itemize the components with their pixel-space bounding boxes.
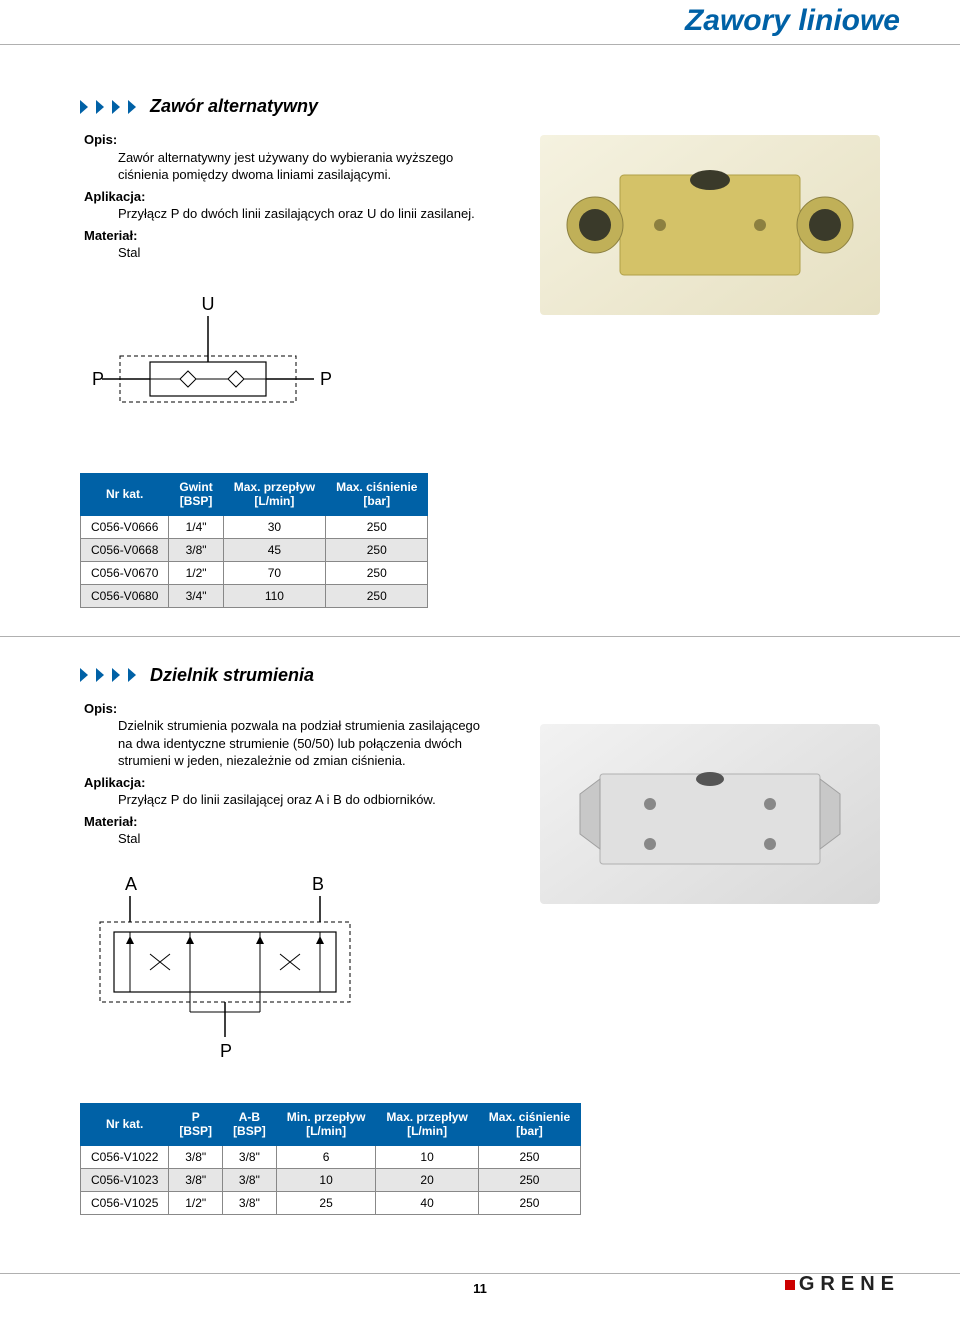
th: Max. przepływ [L/min] — [376, 1103, 478, 1145]
diagram-label-p: P — [92, 369, 104, 389]
mat-text: Stal — [118, 244, 498, 262]
chevron-icon — [80, 668, 90, 682]
chevron-icon — [80, 100, 90, 114]
mat-label: Materiał: — [84, 227, 510, 245]
app-label: Aplikacja: — [84, 188, 510, 206]
desc-label: Opis: — [84, 131, 510, 149]
chevron-icon — [96, 668, 106, 682]
chevron-icon — [96, 100, 106, 114]
section1-header: Zawór alternatywny — [80, 96, 900, 117]
th: A-B [BSP] — [223, 1103, 277, 1145]
table-row: C056-V0670 1/2" 70 250 — [81, 561, 428, 584]
table-row: C056-V0680 3/4" 110 250 — [81, 584, 428, 607]
mat-text: Stal — [118, 830, 498, 848]
brand-logo: GRENE — [785, 1273, 900, 1296]
table-row: C056-V1025 1/2" 3/8" 25 40 250 — [81, 1191, 581, 1214]
chevron-icon — [112, 100, 122, 114]
diagram-label-a: A — [125, 874, 137, 894]
app-text: Przyłącz P do linii zasilającej oraz A i… — [118, 791, 498, 809]
section2-title: Dzielnik strumienia — [150, 665, 314, 686]
logo-icon — [785, 1280, 795, 1290]
page-header: Zawory liniowe — [0, 0, 960, 56]
page-content: Zawór alternatywny Opis: Zawór alternaty… — [0, 56, 960, 1215]
diagram-shuttle-valve: U P P — [80, 292, 340, 442]
chevron-icon — [128, 100, 138, 114]
diagram-label-p: P — [320, 369, 332, 389]
desc-text: Zawór alternatywny jest używany do wybie… — [118, 149, 498, 184]
product-photo-2 — [540, 724, 880, 904]
section2-description: Opis: Dzielnik strumienia pozwala na pod… — [84, 700, 510, 848]
product-photo-1 — [540, 135, 880, 315]
section-divider — [0, 636, 960, 637]
table-row: C056-V0666 1/4" 30 250 — [81, 515, 428, 538]
chevron-icon — [128, 668, 138, 682]
section2-header: Dzielnik strumienia — [80, 665, 900, 686]
header-rule — [0, 44, 960, 45]
th: P [BSP] — [169, 1103, 223, 1145]
th: Nr kat. — [81, 473, 169, 515]
page-number: 11 — [473, 1281, 487, 1296]
th: Max. ciśnienie [bar] — [478, 1103, 580, 1145]
app-text: Przyłącz P do dwóch linii zasilających o… — [118, 205, 498, 223]
diagram-label-u: U — [202, 294, 215, 314]
th: Nr kat. — [81, 1103, 169, 1145]
desc-text: Dzielnik strumienia pozwala na podział s… — [118, 717, 498, 770]
logo-text: GRENE — [799, 1273, 900, 1296]
th: Min. przepływ [L/min] — [276, 1103, 376, 1145]
th: Gwint [BSP] — [169, 473, 223, 515]
diagram-label-b: B — [312, 874, 324, 894]
diagram-flow-divider: A B — [80, 872, 370, 1072]
page-footer: 11 GRENE — [0, 1281, 960, 1296]
diagram-label-p: P — [220, 1041, 232, 1061]
table-row: C056-V0668 3/8" 45 250 — [81, 538, 428, 561]
section1-description: Opis: Zawór alternatywny jest używany do… — [84, 131, 510, 262]
table-1: Nr kat. Gwint [BSP] Max. przepływ [L/min… — [80, 473, 428, 608]
table-2: Nr kat. P [BSP] A-B [BSP] Min. przepływ … — [80, 1103, 581, 1215]
app-label: Aplikacja: — [84, 774, 510, 792]
section1-title: Zawór alternatywny — [150, 96, 318, 117]
th: Max. ciśnienie [bar] — [326, 473, 428, 515]
page-title: Zawory liniowe — [685, 4, 900, 38]
table-row: C056-V1022 3/8" 3/8" 6 10 250 — [81, 1145, 581, 1168]
desc-label: Opis: — [84, 700, 510, 718]
table-row: C056-V1023 3/8" 3/8" 10 20 250 — [81, 1168, 581, 1191]
chevron-icon — [112, 668, 122, 682]
th: Max. przepływ [L/min] — [223, 473, 325, 515]
mat-label: Materiał: — [84, 813, 510, 831]
